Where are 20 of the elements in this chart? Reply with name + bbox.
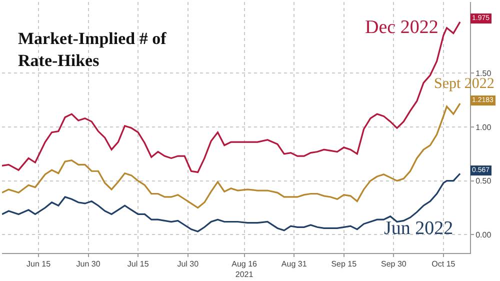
series-label: Jun 2022 — [384, 218, 454, 239]
x-tick-label: Jul 15 — [127, 260, 150, 269]
x-tick-label: Oct 15 — [432, 260, 456, 269]
text: Market-Implied # of Rate-Hikes — [18, 29, 167, 70]
line-series — [2, 172, 461, 232]
y-tick-label: 0.00 — [476, 230, 492, 240]
y-tick-label: 0.50 — [476, 176, 492, 186]
x-tick-label: Aug 16 2021 — [232, 260, 258, 279]
x-tick-label: Jun 30 — [76, 260, 101, 269]
line-series — [2, 21, 461, 174]
y-tick-label: 1.00 — [476, 122, 492, 132]
x-tick-label: Sep 15 — [331, 260, 358, 269]
y-tick-label: 1.50 — [476, 68, 492, 78]
x-tick-label: Aug 31 — [281, 260, 308, 269]
series-label: Sept 2022 — [434, 76, 494, 92]
x-tick-label: Sep 30 — [380, 260, 407, 269]
x-tick-label: Jun 15 — [26, 260, 52, 269]
legend-label: Dec 2022 — [365, 17, 438, 38]
x-tick-label: Jul 30 — [177, 260, 200, 269]
line-series — [2, 102, 461, 209]
